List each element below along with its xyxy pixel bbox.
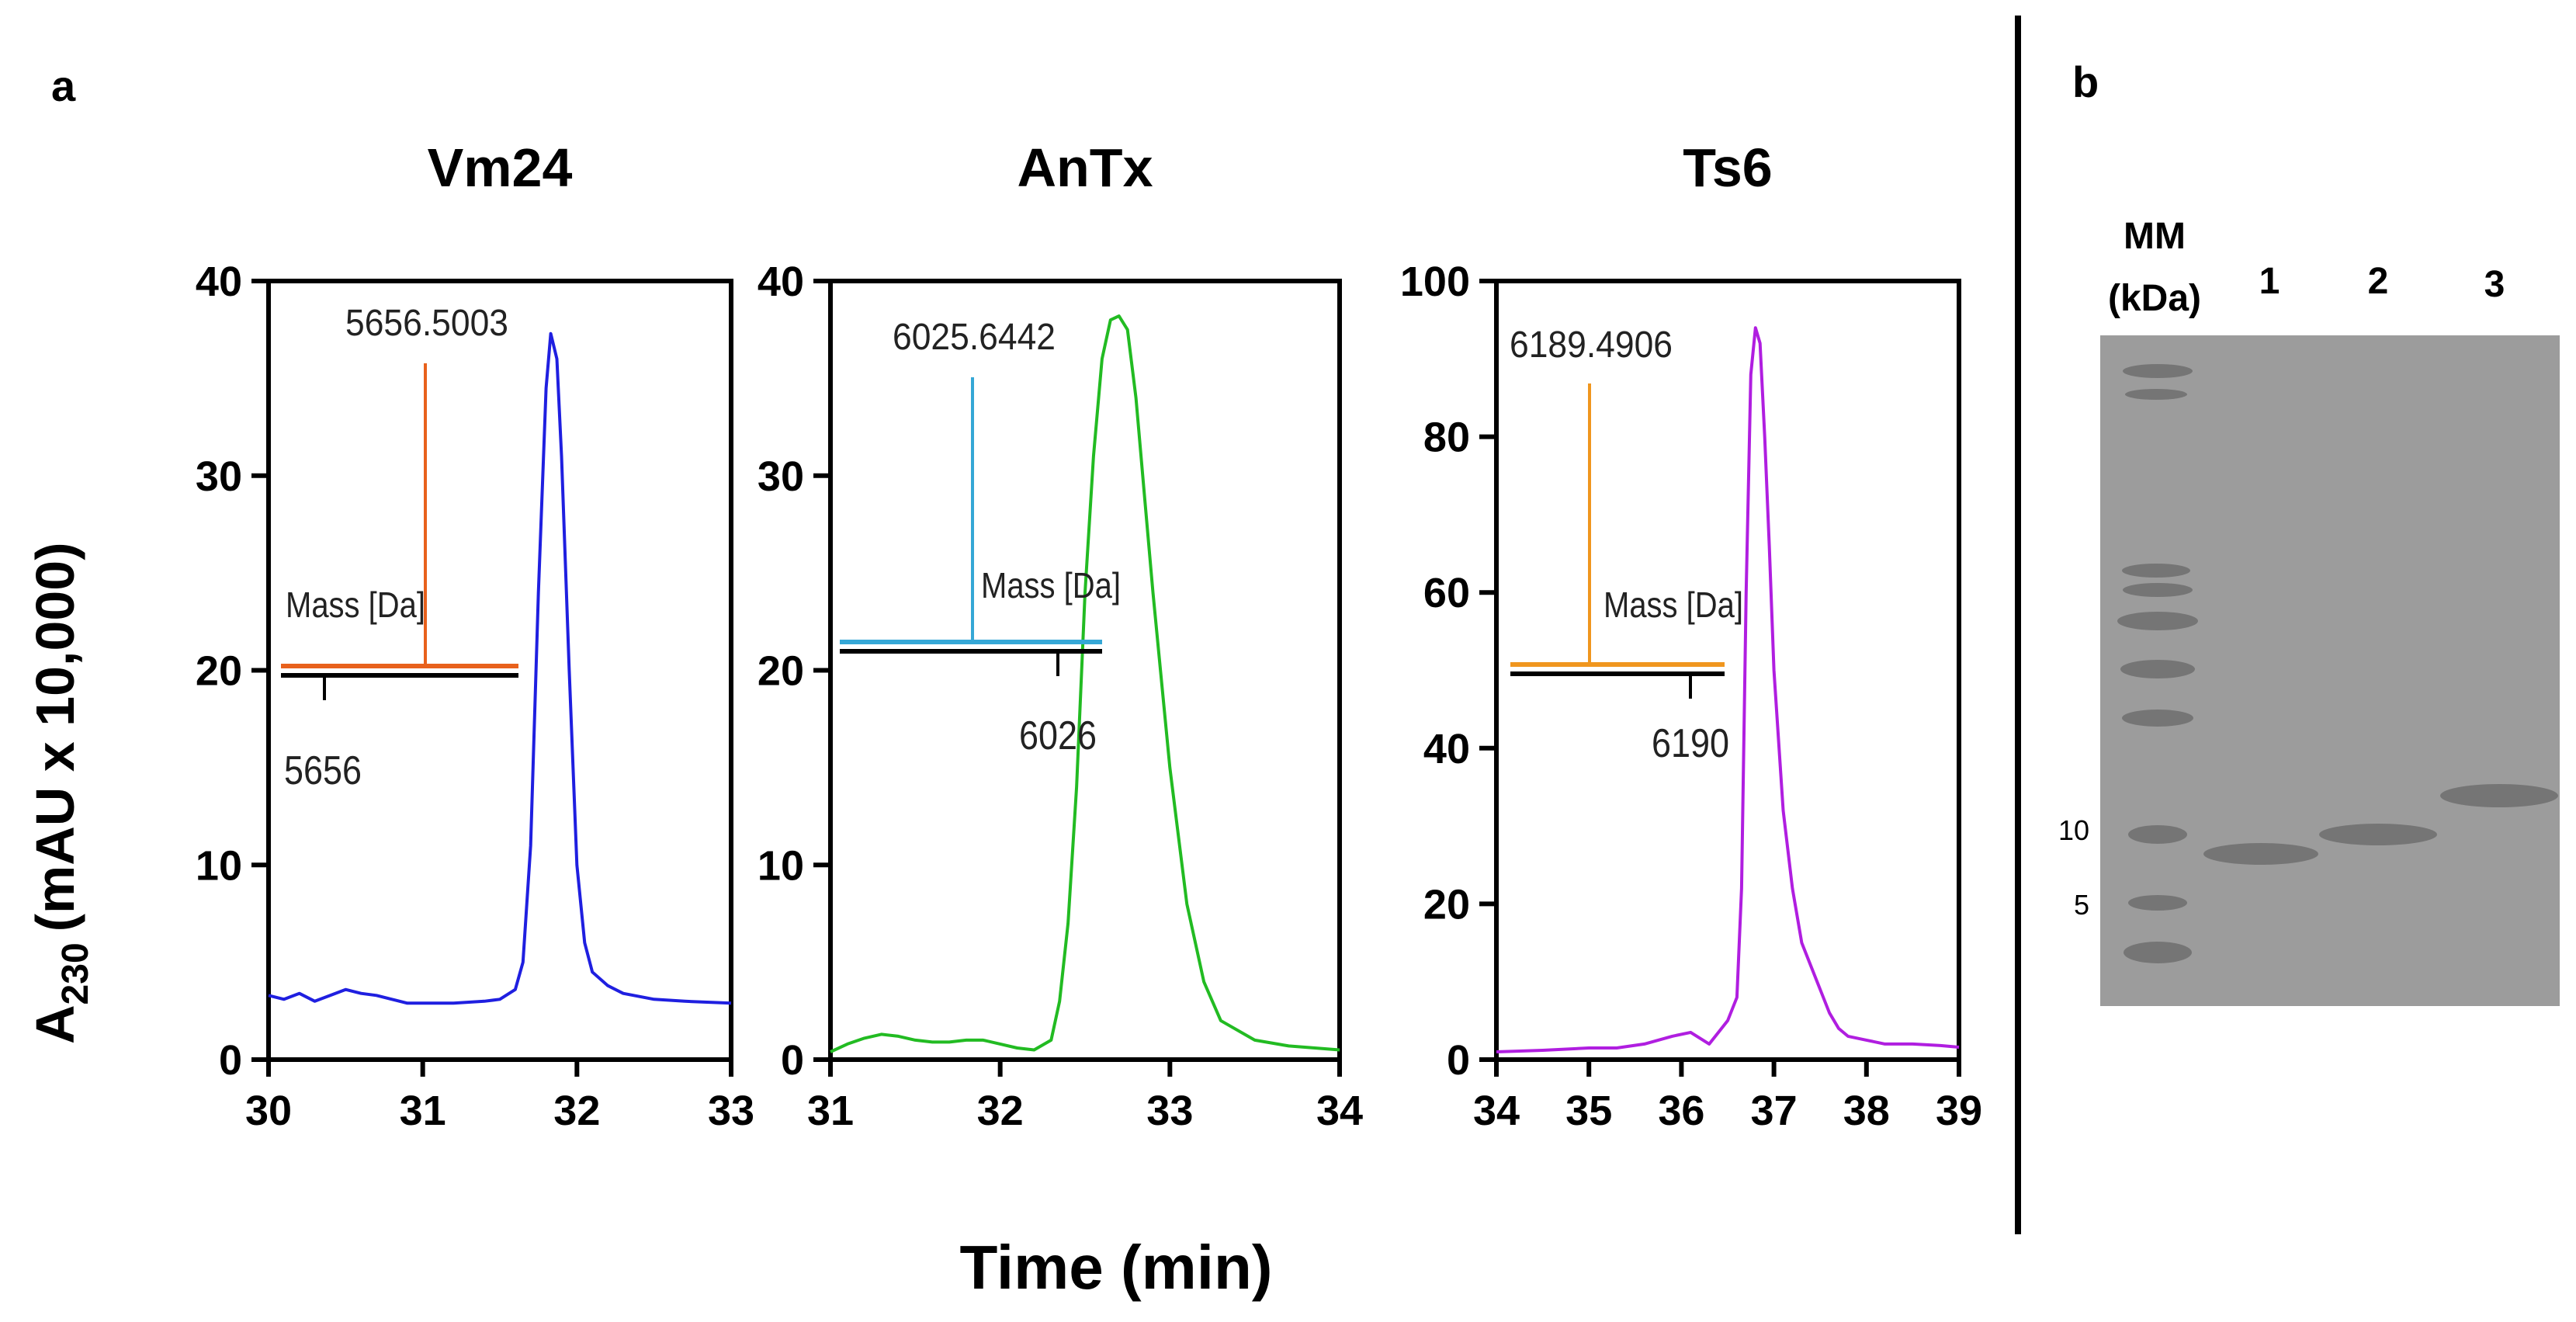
y-axis-label-sub: 230 [55,942,96,1005]
ladder-band [2122,710,2193,727]
y-tick-label: 40 [758,259,804,305]
y-tick-label: 20 [758,648,804,695]
inset-peak-label: 6025.6442 [893,317,1056,358]
gel-header-mm: MM [2124,216,2186,257]
gel-panel: MM (kDa) 1 2 3 10 5 [2058,216,2560,1006]
x-tick-label: 34 [1473,1088,1520,1134]
x-tick-label: 32 [553,1088,600,1134]
chart-title: Ts6 [1683,137,1772,198]
x-axis-label: Time (min) [959,1233,1272,1302]
y-tick-label: 10 [196,842,242,889]
chart-title: Vm24 [428,137,573,198]
y-tick-label: 100 [1400,259,1470,305]
ladder-band [2117,612,2198,630]
y-tick-label: 30 [758,453,804,500]
inset-mass-label: Mass [Da] [1603,585,1743,625]
x-tick-label: 34 [1316,1088,1363,1134]
gel-marker-label-10: 10 [2058,814,2089,846]
inset-mass-label: Mass [Da] [981,565,1121,605]
mass-spec-inset: 5656.5003 Mass [Da] 5656 [281,303,518,793]
y-tick-label: 40 [1423,726,1470,772]
y-tick-label: 0 [1447,1037,1470,1084]
plot-frame [828,279,1342,1062]
lane-2-band [2319,824,2437,845]
y-tick-label: 40 [196,259,242,305]
y-tick-label: 20 [196,648,242,695]
panel-label-a: a [51,61,76,110]
y-axis-label-tail: (mAU x 10,000) [25,542,85,932]
lane-3-band [2440,784,2558,807]
inset-tick-label: 6190 [1652,721,1729,766]
ladder-band [2128,895,2187,911]
y-axis-label: A230 (mAU x 10,000) [25,542,96,1044]
x-tick-label: 39 [1936,1088,1982,1134]
ladder-band [2120,660,2195,678]
x-tick-label: 32 [977,1088,1024,1134]
gel-lane-label-3: 3 [2484,264,2505,305]
chromatogram-line [1496,326,1960,1053]
ladder-band [2128,825,2187,844]
inset-tick-label: 5656 [284,748,362,793]
y-tick-label: 60 [1423,570,1470,616]
chart-ts6: Ts6 0 20 40 60 80 100 34 35 36 37 38 39 6189.4906 Mass… [1400,137,1982,1134]
mass-spec-inset: 6025.6442 Mass [Da] 6026 [840,317,1121,758]
ladder-band [2124,942,2192,963]
x-tick-label: 36 [1658,1088,1704,1134]
inset-peak-label: 5656.5003 [345,303,508,344]
x-tick-label: 30 [245,1088,292,1134]
x-tick-label: 33 [708,1088,754,1134]
gel-lane-label-1: 1 [2259,261,2280,302]
x-tick-label: 37 [1751,1088,1798,1134]
y-tick-label: 80 [1423,415,1470,461]
ladder-band [2123,364,2193,378]
chart-title: AnTx [1018,137,1153,198]
panel-label-b: b [2072,57,2099,106]
y-tick-label: 30 [196,453,242,500]
x-tick-label: 33 [1146,1088,1193,1134]
gel-marker-label-5: 5 [2074,889,2089,921]
ladder-band [2122,564,2190,578]
gel-lane-label-2: 2 [2368,261,2389,302]
chromatogram-line [830,314,1340,1053]
inset-tick-label: 6026 [1019,713,1097,758]
mass-spec-inset: 6189.4906 Mass [Da] 6190 [1510,324,1743,766]
x-tick-label: 31 [807,1088,854,1134]
plot-frame [266,279,733,1062]
inset-mass-label: Mass [Da] [286,585,425,625]
lane-1-band [2203,843,2318,865]
y-tick-label: 0 [219,1037,242,1084]
y-tick-label: 20 [1423,881,1470,928]
gel-header-kda: (kDa) [2108,278,2201,319]
ladder-band [2123,583,2193,597]
chromatogram-line [268,331,732,1005]
y-tick-label: 10 [758,842,804,889]
ladder-band [2125,389,2187,400]
y-axis-label-main: A [25,1005,85,1044]
inset-peak-label: 6189.4906 [1510,324,1673,366]
x-tick-label: 38 [1843,1088,1890,1134]
x-tick-label: 35 [1565,1088,1612,1134]
x-tick-label: 31 [400,1088,446,1134]
y-tick-label: 0 [781,1037,804,1084]
panel-separator [2015,16,2021,1234]
plot-frame [1494,279,1961,1062]
